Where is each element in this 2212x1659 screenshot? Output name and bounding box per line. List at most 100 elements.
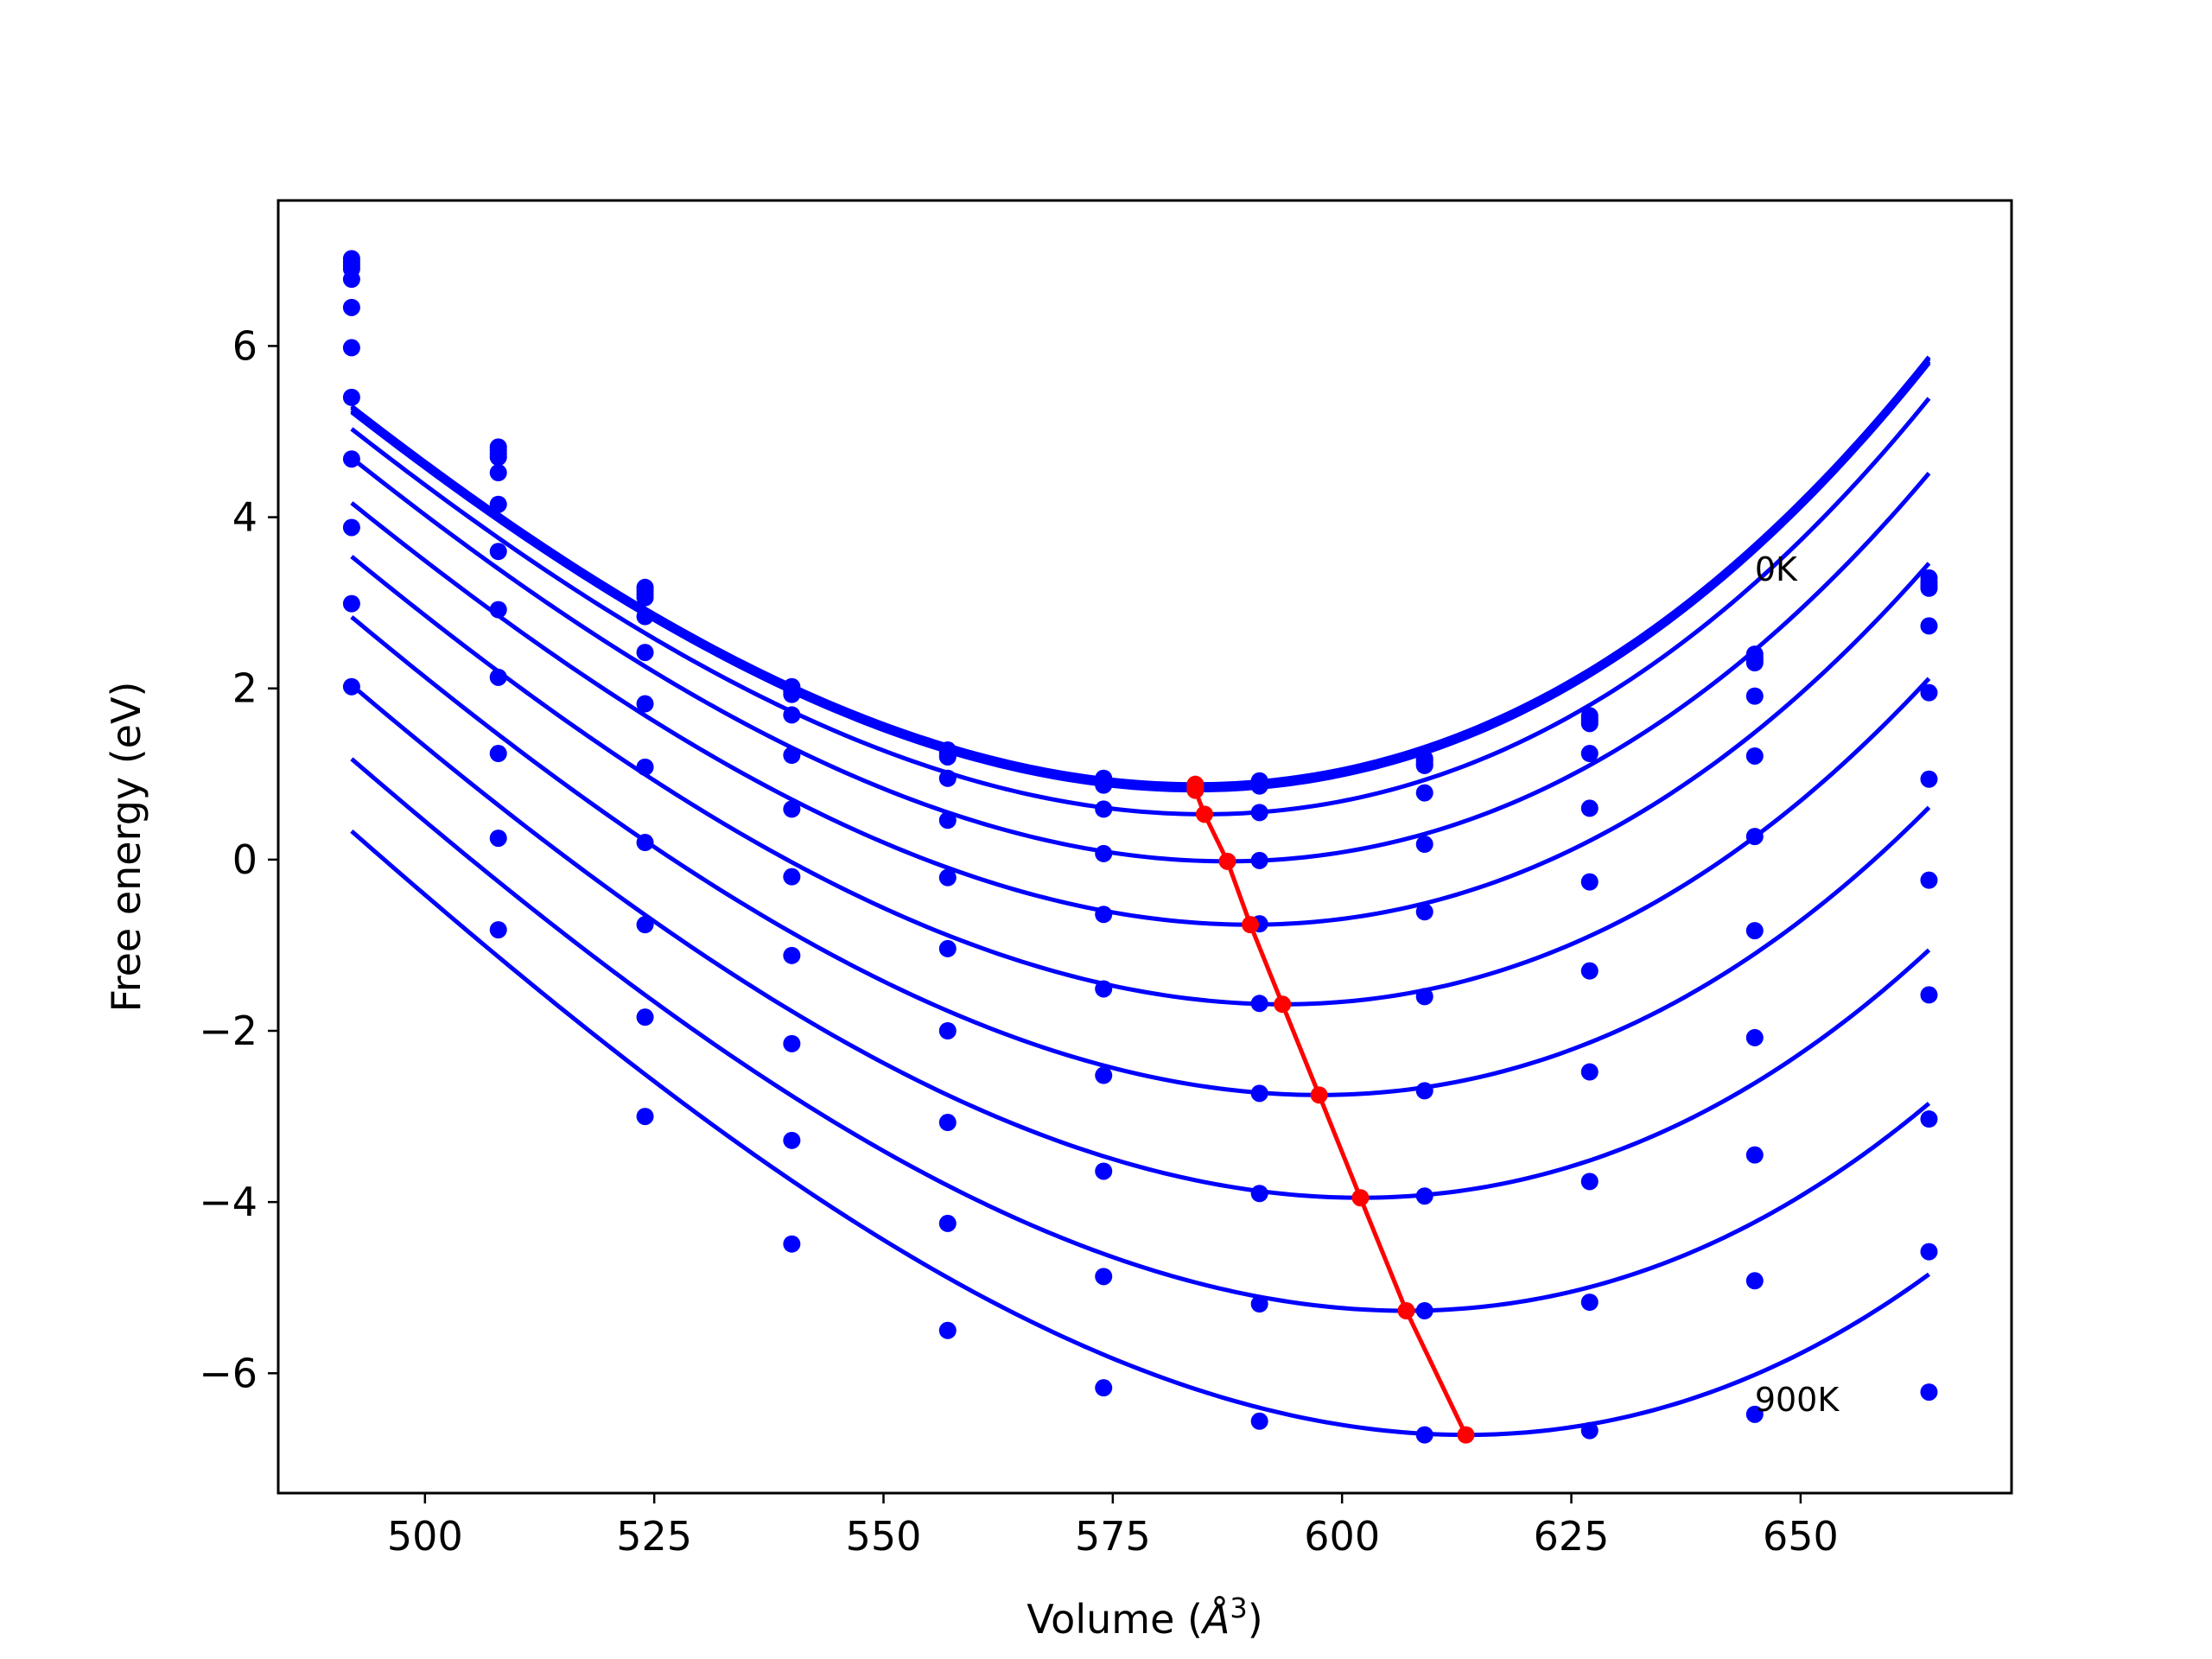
series-11-point (342, 677, 360, 696)
series-line-3 (350, 361, 1931, 793)
minima-point (1397, 1301, 1415, 1319)
y-axis-label: Free energy (eV) (103, 682, 149, 1013)
minima-point (1195, 805, 1213, 823)
x-tick-label: 500 (387, 1513, 463, 1560)
series-11-point (636, 1108, 654, 1126)
series-line-9 (350, 683, 1931, 1200)
series-line-8 (350, 615, 1931, 1097)
series-4-point (342, 270, 360, 289)
series-9-point (938, 1114, 957, 1132)
x-tick-label: 550 (846, 1513, 922, 1560)
series-9-point (1250, 1185, 1268, 1203)
series-8-point (1415, 1082, 1433, 1100)
series-5-point (342, 298, 360, 316)
series-10-point (783, 1131, 801, 1149)
series-8-point (1095, 1066, 1113, 1084)
series-11-point (1415, 1426, 1433, 1444)
x-tick-label: 600 (1304, 1513, 1380, 1560)
series-4-point (1250, 804, 1268, 822)
y-tick-label: −6 (199, 1350, 257, 1396)
series-5-point (1250, 851, 1268, 869)
series-5-point (938, 811, 957, 830)
series-7-point (938, 939, 957, 957)
series-3-point (1250, 777, 1268, 795)
minima-point (1186, 781, 1205, 799)
series-10-point (342, 594, 360, 613)
series-9-point (636, 916, 654, 934)
series-5-point (489, 495, 507, 513)
series-8-point (1745, 1028, 1764, 1046)
y-tick-label: 0 (232, 836, 257, 883)
series-10-point (938, 1214, 957, 1232)
x-axis-label-exponent: 3 (1230, 1592, 1247, 1624)
series-5-point (636, 644, 654, 662)
series-4-point (1415, 784, 1433, 802)
series-3-point (1095, 776, 1113, 794)
series-6-point (783, 800, 801, 818)
x-axis-label-close: ) (1248, 1596, 1263, 1643)
series-7-point (1250, 995, 1268, 1013)
series-4-point (489, 464, 507, 482)
series-8-point (342, 450, 360, 468)
x-tick-label: 575 (1075, 1513, 1151, 1560)
series-9-point (1580, 1173, 1599, 1191)
series-8-point (636, 834, 654, 852)
series-8-point (938, 1022, 957, 1040)
series-7-point (1580, 962, 1599, 980)
annotation-label: 900K (1755, 1381, 1840, 1419)
series-4-point (636, 607, 654, 626)
series-6-point (1920, 770, 1938, 788)
series-line-7 (350, 555, 1931, 1007)
series-3-point (938, 747, 957, 766)
series-6-point (1095, 906, 1113, 924)
series-10-point (489, 830, 507, 848)
series-10-point (1580, 1294, 1599, 1312)
series-4-point (783, 706, 801, 724)
minima-point (1242, 916, 1260, 934)
series-8-point (1580, 1063, 1599, 1081)
series-6-point (938, 868, 957, 887)
series-8-point (783, 946, 801, 964)
series-6-point (1415, 903, 1433, 921)
minima-line (1192, 784, 1468, 1436)
series-7-point (1095, 980, 1113, 998)
series-8-point (1250, 1084, 1268, 1103)
series-11-point (1920, 1383, 1938, 1402)
x-axis-label: Volume (Å3) (1027, 1592, 1262, 1643)
y-tick-label: −4 (199, 1179, 257, 1225)
series-11-point (1250, 1412, 1268, 1430)
series-10-point (1745, 1272, 1764, 1290)
series-3-point (1920, 579, 1938, 597)
minima-point (1351, 1189, 1370, 1207)
series-11-point (1580, 1421, 1599, 1440)
series-10-point (1415, 1301, 1433, 1319)
series-11-point (938, 1321, 957, 1339)
series-9-point (1745, 1146, 1764, 1164)
series-11-point (489, 921, 507, 939)
series-line-4 (350, 397, 1931, 817)
series-6-point (636, 695, 654, 713)
series-4-point (1580, 745, 1599, 763)
series-3-point (783, 685, 801, 703)
series-5-point (1745, 747, 1764, 765)
series-6-point (1580, 873, 1599, 891)
x-axis-ticks: 500 525 550 575 600 625 650 (387, 1493, 1839, 1560)
series-8-point (489, 668, 507, 686)
series-9-point (489, 745, 507, 763)
series-line-10 (350, 757, 1931, 1313)
series-9-point (783, 1034, 801, 1052)
series-9-point (1095, 1162, 1113, 1180)
x-axis-label-unit: Å (1200, 1596, 1230, 1643)
series-3-point (1580, 715, 1599, 733)
series-line-11 (350, 830, 1930, 1438)
series-11-point (783, 1235, 801, 1253)
series-7-point (342, 388, 360, 406)
series-8-point (1920, 986, 1938, 1004)
series-9-point (342, 518, 360, 537)
series-7-point (1415, 988, 1433, 1006)
series-7-point (489, 601, 507, 619)
x-tick-label: 650 (1763, 1513, 1839, 1560)
series-5-point (1920, 683, 1938, 702)
x-tick-label: 625 (1534, 1513, 1610, 1560)
